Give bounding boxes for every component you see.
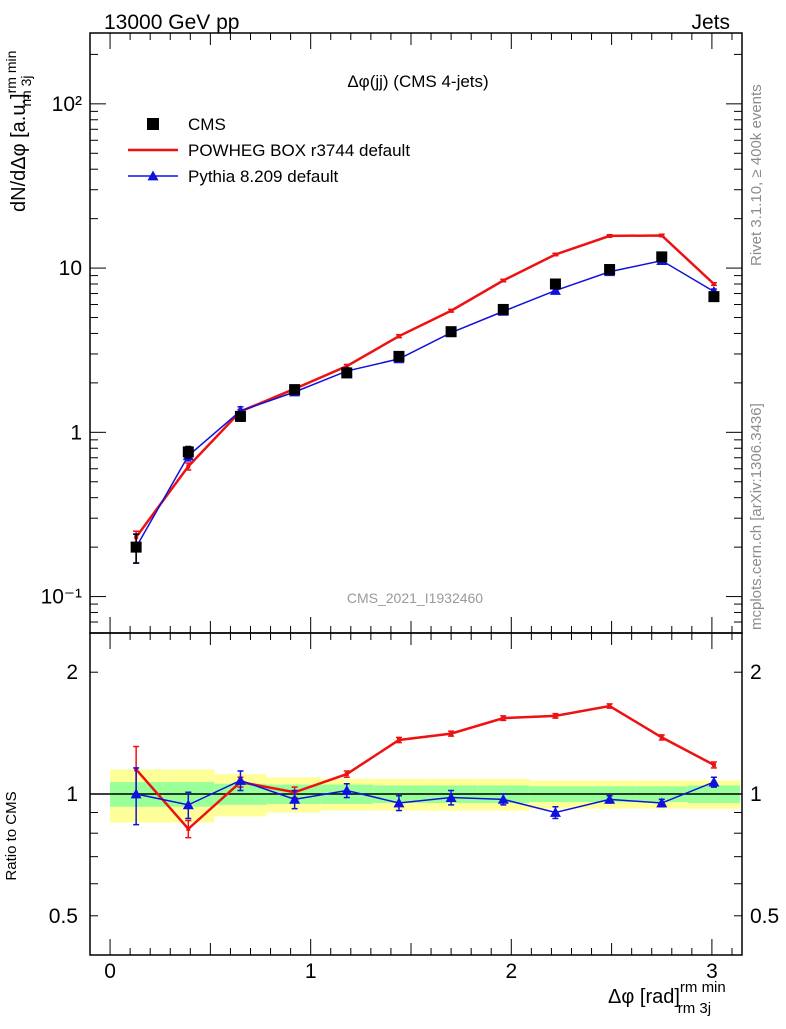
ratio-y-tick-label-right: 2 <box>750 661 762 684</box>
powheg-point <box>449 308 454 313</box>
powheg-point <box>553 252 558 257</box>
cms-point <box>289 384 301 396</box>
ratio-y-tick-label-right: 0.5 <box>750 905 779 928</box>
x-tick-label: 0 <box>104 960 116 983</box>
main-y-label-text: dN/dΔφ [a.u.] <box>8 93 30 212</box>
x-axis-label-text: Δφ [rad] <box>608 986 680 1008</box>
cms-point <box>604 264 616 276</box>
ratio-pythia-point <box>289 793 301 804</box>
main-y-label: dN/dΔφ [a.u.]rm minrm 3j <box>3 51 34 212</box>
powheg-point <box>501 278 506 283</box>
main-y-tick-label: 10 <box>59 257 82 280</box>
ratio-powheg-point <box>449 731 454 736</box>
cms-point <box>393 350 405 362</box>
ratio-pythia-point <box>604 793 616 804</box>
cms-point <box>708 291 720 303</box>
cms-point <box>656 251 668 263</box>
pythia-point <box>549 285 561 295</box>
cms-point <box>549 278 561 290</box>
ratio-powheg-point <box>186 826 191 831</box>
ratio-pythia-point <box>549 807 561 817</box>
main-y-tick-label: 10² <box>52 93 82 116</box>
main-y-tick-label: 10⁻¹ <box>41 586 82 609</box>
ratio-powheg-point <box>344 772 349 777</box>
legend-marker-cms <box>147 118 159 130</box>
ratio-pythia-point <box>445 792 457 802</box>
powheg-point <box>607 233 612 238</box>
side-label-top: Rivet 3.1.10, ≥ 400k events <box>748 84 765 266</box>
ratio-y-tick-label: 1 <box>66 783 78 806</box>
ratio-pythia-point <box>341 785 353 795</box>
side-label-bottom: mcplots.cern.ch [arXiv:1306.3436] <box>748 403 765 630</box>
analysis-watermark: CMS_2021_I1932460 <box>347 590 483 606</box>
x-axis-label-sup: rm min <box>680 979 726 996</box>
cms-point <box>445 326 457 338</box>
main-y-label-sub: rm 3j <box>18 75 34 106</box>
cms-point <box>341 367 353 379</box>
plot-title: Δφ(jj) (CMS 4-jets) <box>347 72 488 91</box>
powheg-line <box>135 234 715 538</box>
ratio-pythia-point <box>234 774 246 785</box>
powheg-point <box>186 464 191 469</box>
ratio-pythia-point <box>393 797 405 808</box>
x-axis-label: Δφ [rad]rm min rm 3j <box>608 979 726 1017</box>
ratio-powheg-point <box>501 716 506 721</box>
header-left: 13000 GeV pp <box>104 11 239 34</box>
ratio-y-tick-label-right: 1 <box>750 783 762 806</box>
ratio-pythia-point <box>656 797 668 808</box>
legend-entry: POWHEG BOX r3744 default <box>188 141 410 160</box>
ratio-powheg-point <box>607 704 612 709</box>
ratio-pythia-point <box>182 799 194 810</box>
cms-point <box>130 541 142 553</box>
powheg-point <box>396 334 401 339</box>
header-right: Jets <box>691 11 730 34</box>
ratio-pythia-point <box>708 776 720 787</box>
cms-point <box>182 446 194 458</box>
x-axis-label-sub: rm 3j <box>678 1000 711 1017</box>
ratio-powheg-point <box>659 735 664 740</box>
x-tick-label: 1 <box>305 960 317 983</box>
cms-point <box>234 410 246 422</box>
ratio-y-tick-label: 2 <box>66 661 78 684</box>
powheg-point <box>711 282 716 287</box>
ratio-y-tick-label: 0.5 <box>49 905 78 928</box>
main-y-tick-label: 1 <box>70 421 82 444</box>
ratio-pythia-line <box>135 779 715 814</box>
ratio-pythia-point <box>130 788 142 799</box>
pythia-line <box>135 259 715 548</box>
ratio-y-label: Ratio to CMS <box>3 791 20 880</box>
x-tick-label: 3 <box>706 960 718 983</box>
legend-marker-pythia <box>147 170 159 181</box>
x-tick-label: 2 <box>505 960 517 983</box>
main-y-label-sup: rm min <box>3 51 19 94</box>
powheg-point <box>659 233 664 238</box>
ratio-powheg-line <box>135 704 715 831</box>
ratio-powheg-point <box>711 762 716 767</box>
ratio-powheg-point <box>396 737 401 742</box>
cms-point <box>497 303 509 315</box>
legend-entry: Pythia 8.209 default <box>188 167 339 186</box>
ratio-pythia-point <box>497 793 509 804</box>
legend-entry: CMS <box>188 115 226 134</box>
ratio-powheg-point <box>553 713 558 718</box>
plot-layer: 10⁻¹ 1 10 10² 0.5 0.5 1 1 2 2 0 1 2 3 CMS POWHEG BOX r3… <box>41 32 779 983</box>
